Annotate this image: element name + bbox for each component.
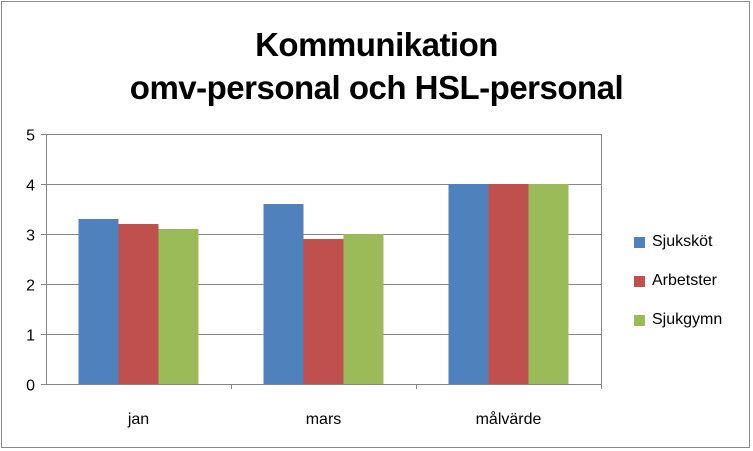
- legend-item-sjukgymn: Sjukgymn: [634, 310, 722, 330]
- legend-item-arbetster: Arbetster: [634, 271, 722, 291]
- y-tick-label-4: 4: [26, 178, 35, 195]
- bar-3-1: [158, 229, 199, 384]
- y-tick-label-3: 3: [26, 228, 35, 245]
- chart-title-line-2: omv-personal och HSL-personal: [129, 69, 624, 106]
- bar-3-2: [343, 234, 384, 384]
- y-tick-label-0: 0: [26, 378, 35, 395]
- bar-1-1: [78, 219, 119, 384]
- legend-label-arbetster: Arbetster: [652, 272, 717, 289]
- y-tick-label-2: 2: [26, 278, 35, 295]
- y-tick-label-5: 5: [26, 128, 35, 145]
- bar-2-2: [303, 239, 344, 384]
- chart-title-line-1: Kommunikation: [255, 26, 498, 63]
- legend-swatch-sjukskot: [634, 236, 645, 248]
- bar-1-2: [263, 204, 304, 384]
- legend-swatch-arbetster: [634, 275, 645, 287]
- bar-3-3: [528, 184, 569, 384]
- legend-label-sjukgymn: Sjukgymn: [652, 311, 723, 328]
- legend-label-sjukskot: Sjuksköt: [652, 233, 713, 250]
- legend-swatch-sjukgymn: [634, 314, 645, 326]
- bar-2-3: [488, 184, 529, 384]
- x-tick-label-2: mars: [306, 411, 342, 428]
- bar-1-3: [448, 184, 489, 384]
- x-tick-label-1: jan: [127, 411, 149, 428]
- y-tick-label-1: 1: [26, 328, 35, 345]
- chart-legend: Sjuksköt Arbetster Sjukgymn: [634, 232, 722, 349]
- legend-item-sjukskot: Sjuksköt: [634, 232, 722, 252]
- bar-2-1: [118, 224, 159, 384]
- x-tick-label-3: målvärde: [476, 410, 542, 428]
